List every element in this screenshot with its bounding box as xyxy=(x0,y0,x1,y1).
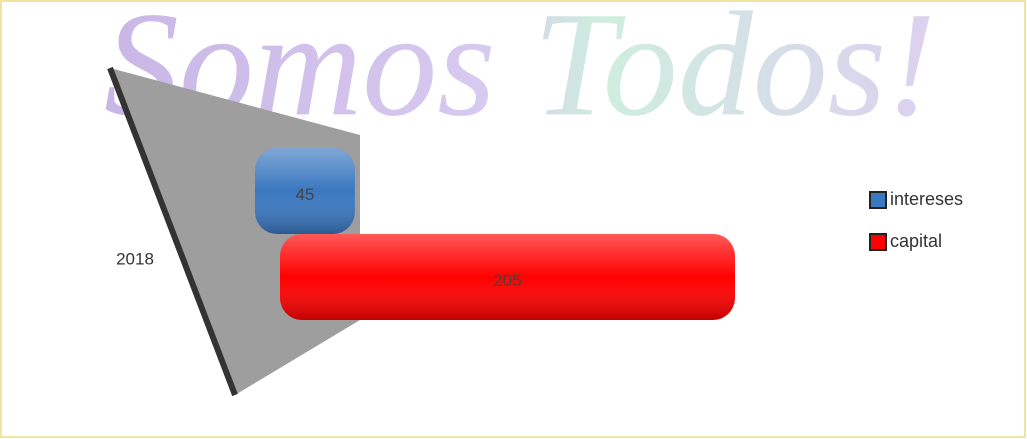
legend-label: capital xyxy=(890,231,942,251)
legend-label: intereses xyxy=(890,189,963,209)
legend-swatch xyxy=(870,234,886,250)
data-label: 205 xyxy=(493,271,521,290)
data-label: 45 xyxy=(295,185,314,204)
category-label: 2018 xyxy=(116,249,154,268)
chart: Somos Todos! 201845205interesescapital xyxy=(0,0,1027,439)
legend-swatch xyxy=(870,192,886,208)
